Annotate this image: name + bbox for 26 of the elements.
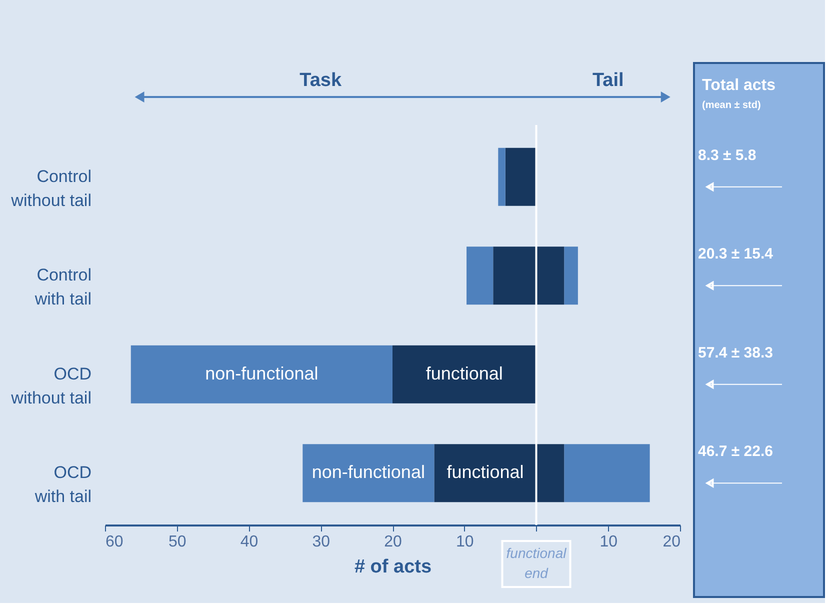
x-tick-label: 30 <box>312 534 330 550</box>
text: 20.3 ± 15.4 <box>698 246 774 263</box>
x-tick-label: 10 <box>456 534 474 550</box>
text: (mean ± std) <box>702 100 761 111</box>
x-tick-label: 40 <box>240 534 258 550</box>
text: Task <box>300 70 342 91</box>
x-tick-label: 20 <box>662 534 681 550</box>
x-tick-label: 50 <box>168 534 186 550</box>
y-tick-label: OCD without tail <box>10 364 92 408</box>
annotation: functional <box>426 363 503 384</box>
y-tick-label: Control with tail <box>34 266 92 309</box>
text: Tail <box>592 70 624 91</box>
text: Total acts <box>702 77 776 94</box>
x-tick-label: 10 <box>600 534 618 550</box>
y-tick-label: OCD with tail <box>34 463 92 506</box>
text: 46.7 ± 22.6 <box>698 443 773 460</box>
text: 8.3 ± 5.8 <box>698 146 756 164</box>
ref-line-label: functional end <box>506 545 568 581</box>
x-tick-label: 60 <box>106 534 124 550</box>
x-tick-label: 20 <box>384 534 402 550</box>
y-tick-label: Control without tail <box>10 166 92 210</box>
annotation: functional <box>446 462 524 482</box>
annotation: non-functional <box>312 462 425 482</box>
x-axis-title: # of acts <box>354 556 432 578</box>
annotation: non-functional <box>205 363 318 384</box>
text: 57.4 ± 38.3 <box>698 344 773 362</box>
